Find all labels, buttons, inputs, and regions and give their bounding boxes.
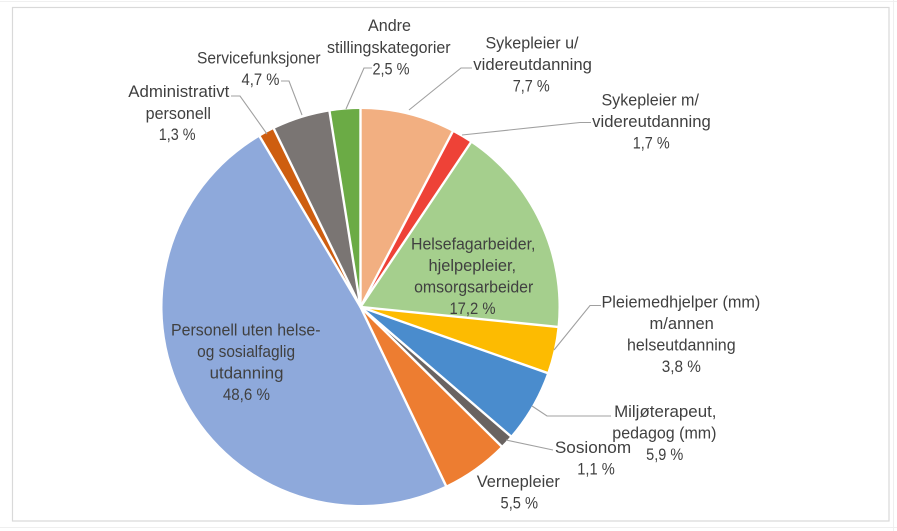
svg-text:Vernepleier: Vernepleier (477, 472, 561, 491)
svg-text:Sykepleier u/: Sykepleier u/ (485, 33, 578, 52)
svg-text:17,2 %: 17,2 % (449, 299, 495, 318)
svg-text:utdanning: utdanning (210, 364, 284, 383)
svg-text:5,9 %: 5,9 % (646, 445, 683, 464)
svg-text:1,1 %: 1,1 % (577, 460, 615, 479)
svg-text:Miljøterapeut,: Miljøterapeut, (614, 402, 716, 421)
svg-text:videreutdanning: videreutdanning (592, 112, 711, 131)
svg-text:og sosialfaglig: og sosialfaglig (197, 342, 295, 361)
svg-text:videreutdanning: videreutdanning (473, 55, 592, 74)
svg-text:4,7 %: 4,7 % (242, 70, 280, 89)
svg-text:1,7 %: 1,7 % (633, 133, 670, 152)
svg-text:Servicefunksjoner: Servicefunksjoner (197, 48, 321, 67)
svg-text:Andre: Andre (368, 16, 411, 35)
svg-text:2,5 %: 2,5 % (372, 59, 409, 78)
svg-text:Personell uten helse-: Personell uten helse- (171, 321, 321, 340)
svg-text:Pleiemedhjelper (mm): Pleiemedhjelper (mm) (601, 292, 760, 311)
svg-text:48,6 %: 48,6 % (223, 385, 270, 404)
svg-text:Administrativt: Administrativt (128, 82, 229, 101)
svg-text:hjelpepleier,: hjelpepleier, (428, 256, 516, 275)
svg-text:Sosionom: Sosionom (555, 438, 631, 457)
svg-text:stillingskategorier: stillingskategorier (327, 38, 451, 57)
svg-text:helseutdanning: helseutdanning (627, 335, 736, 354)
svg-text:personell: personell (146, 104, 211, 123)
svg-text:m/annen: m/annen (650, 314, 714, 333)
svg-text:5,5 %: 5,5 % (501, 494, 539, 513)
svg-text:pedagog (mm): pedagog (mm) (612, 424, 716, 443)
svg-text:Helsefagarbeider,: Helsefagarbeider, (411, 235, 535, 254)
svg-text:7,7 %: 7,7 % (513, 76, 550, 95)
svg-text:Sykepleier m/: Sykepleier m/ (601, 90, 699, 109)
svg-text:3,8 %: 3,8 % (662, 357, 701, 376)
svg-text:omsorgsarbeider: omsorgsarbeider (414, 278, 534, 297)
svg-text:1,3 %: 1,3 % (159, 125, 196, 144)
